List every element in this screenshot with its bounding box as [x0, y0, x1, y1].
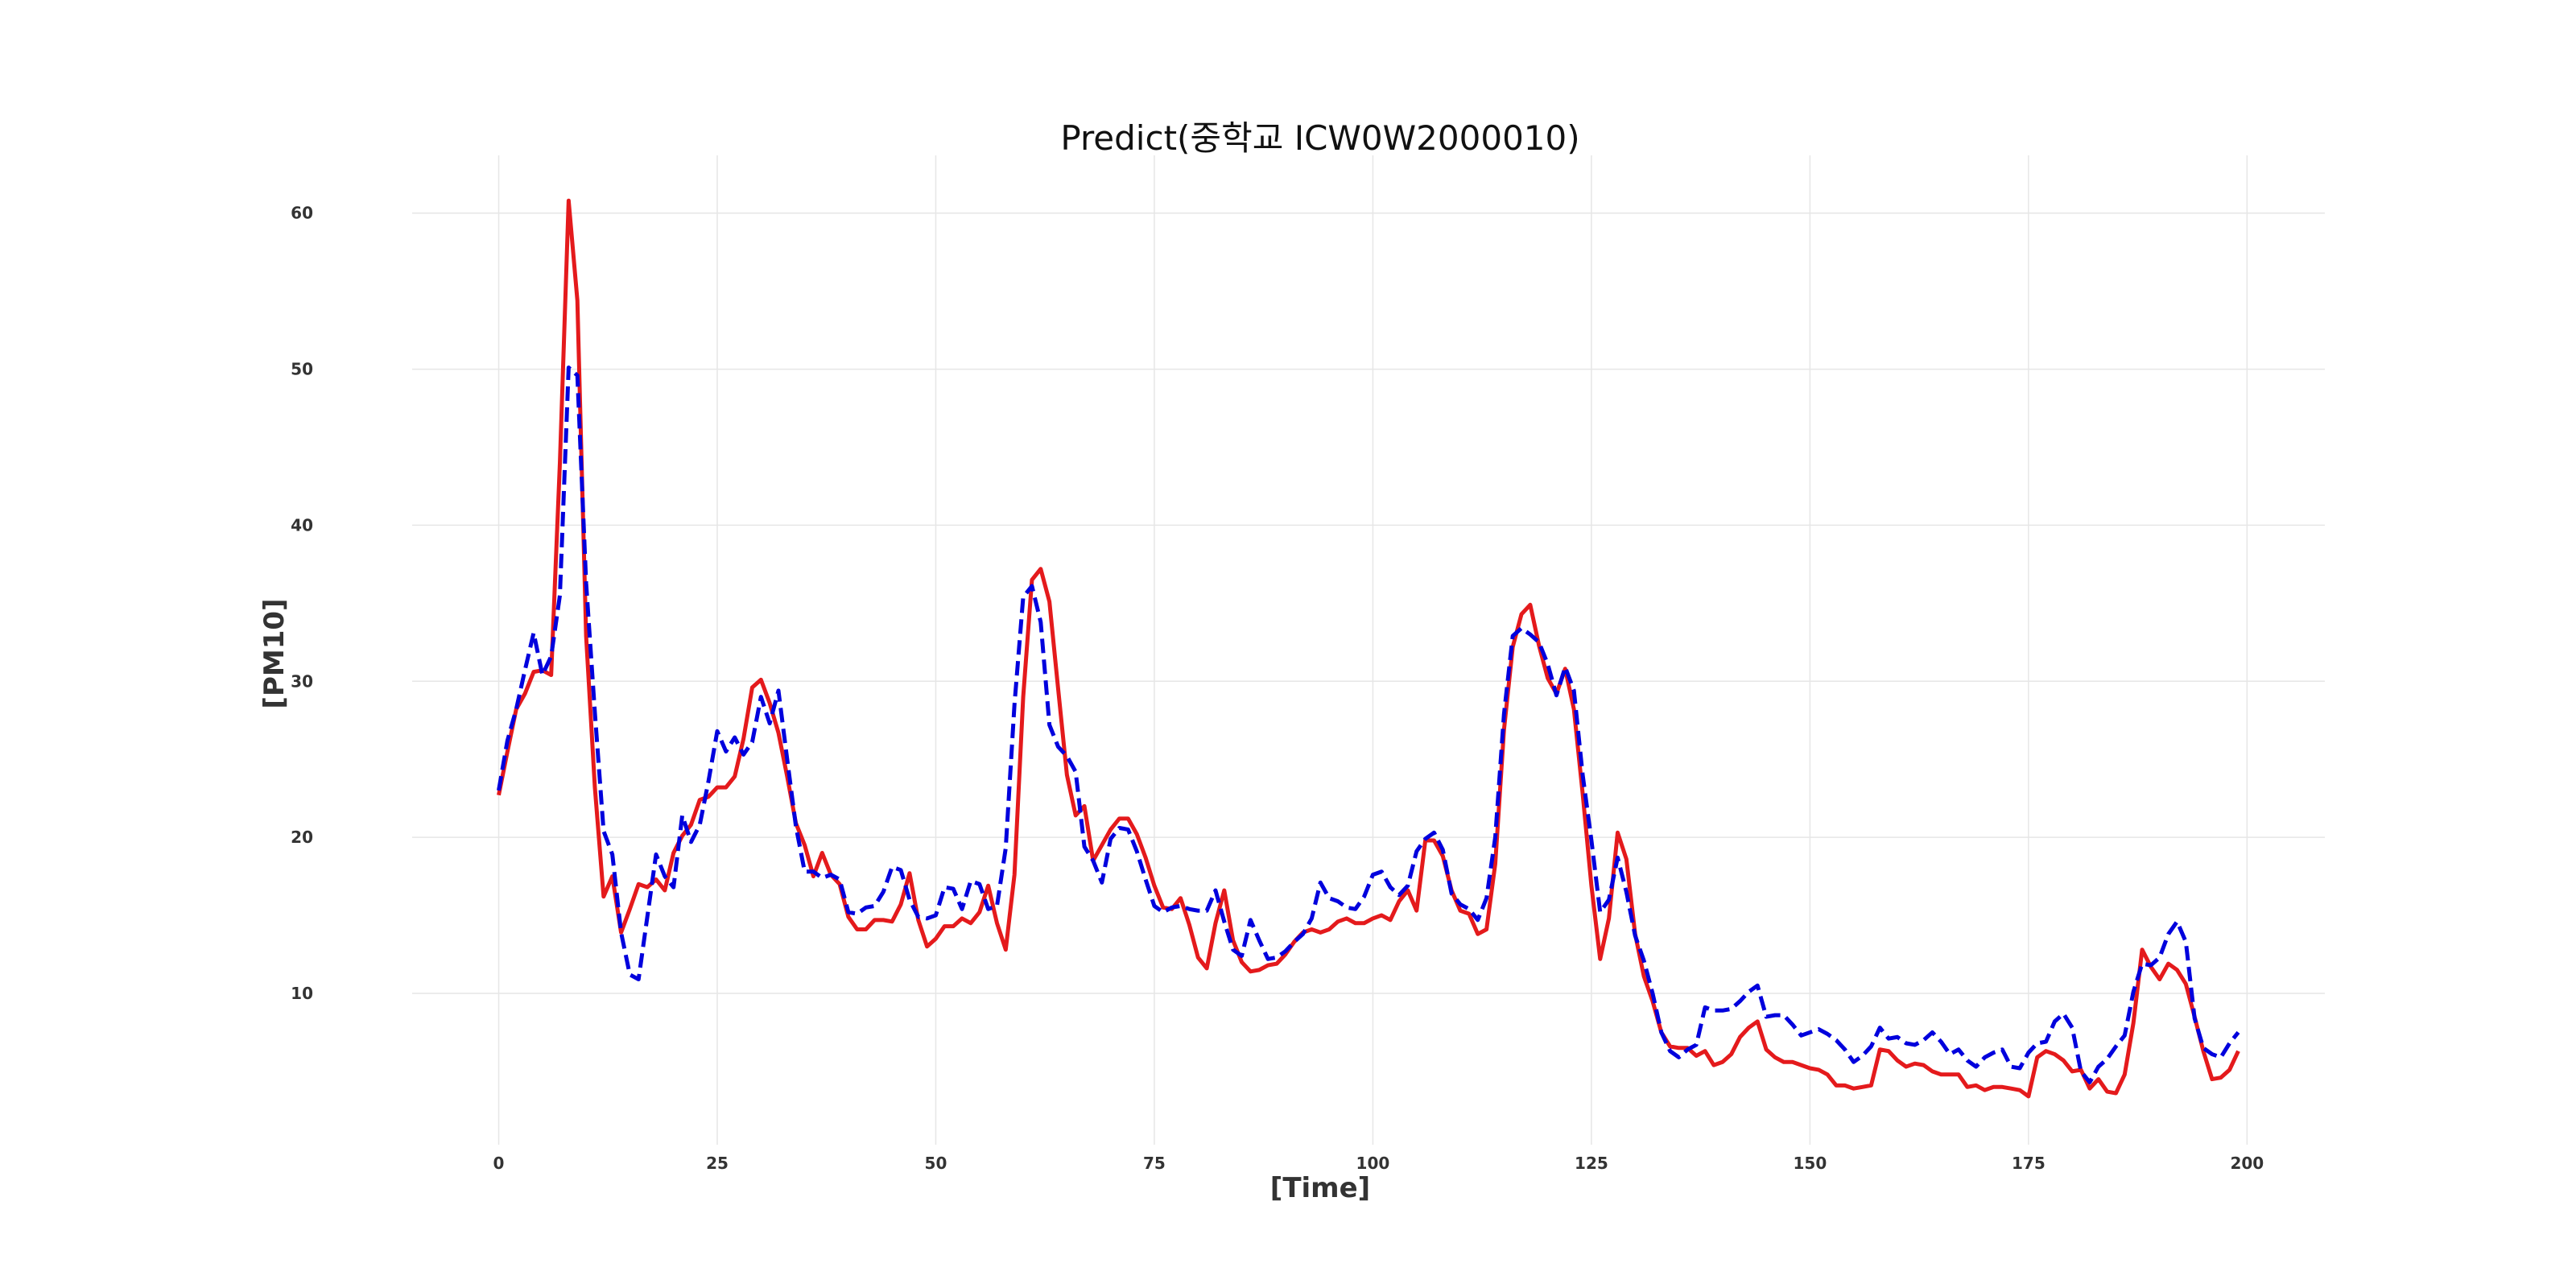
actual-series-line — [497, 198, 2240, 1099]
y-tick-label: 50 — [291, 360, 313, 379]
x-tick-label: 175 — [2012, 1154, 2046, 1173]
y-tick-label: 60 — [291, 204, 313, 223]
x-axis-ticks: 0 25 50 75 100 125 150 175 200 — [493, 1154, 2264, 1173]
grid — [412, 155, 2325, 1145]
x-tick-label: 0 — [493, 1154, 505, 1173]
x-tick-label: 150 — [1794, 1154, 1827, 1173]
x-tick-label: 200 — [2230, 1154, 2264, 1173]
y-tick-label: 10 — [291, 984, 313, 1003]
x-tick-label: 50 — [925, 1154, 947, 1173]
series-layer — [497, 198, 2240, 1099]
x-tick-label: 100 — [1356, 1154, 1390, 1173]
x-axis-label: [Time] — [1270, 1172, 1370, 1204]
y-axis-ticks: 10 20 30 40 50 60 — [291, 204, 313, 1003]
x-tick-label: 75 — [1143, 1154, 1166, 1173]
y-tick-label: 20 — [291, 828, 313, 847]
y-tick-label: 40 — [291, 515, 313, 535]
chart-title: Predict(중학교 ICW0W2000010) — [1060, 118, 1579, 158]
predicted-series-line — [497, 365, 2240, 1084]
y-axis-label: [PM10] — [258, 598, 291, 708]
x-tick-label: 25 — [706, 1154, 729, 1173]
x-tick-label: 125 — [1575, 1154, 1608, 1173]
y-tick-label: 30 — [291, 671, 313, 691]
